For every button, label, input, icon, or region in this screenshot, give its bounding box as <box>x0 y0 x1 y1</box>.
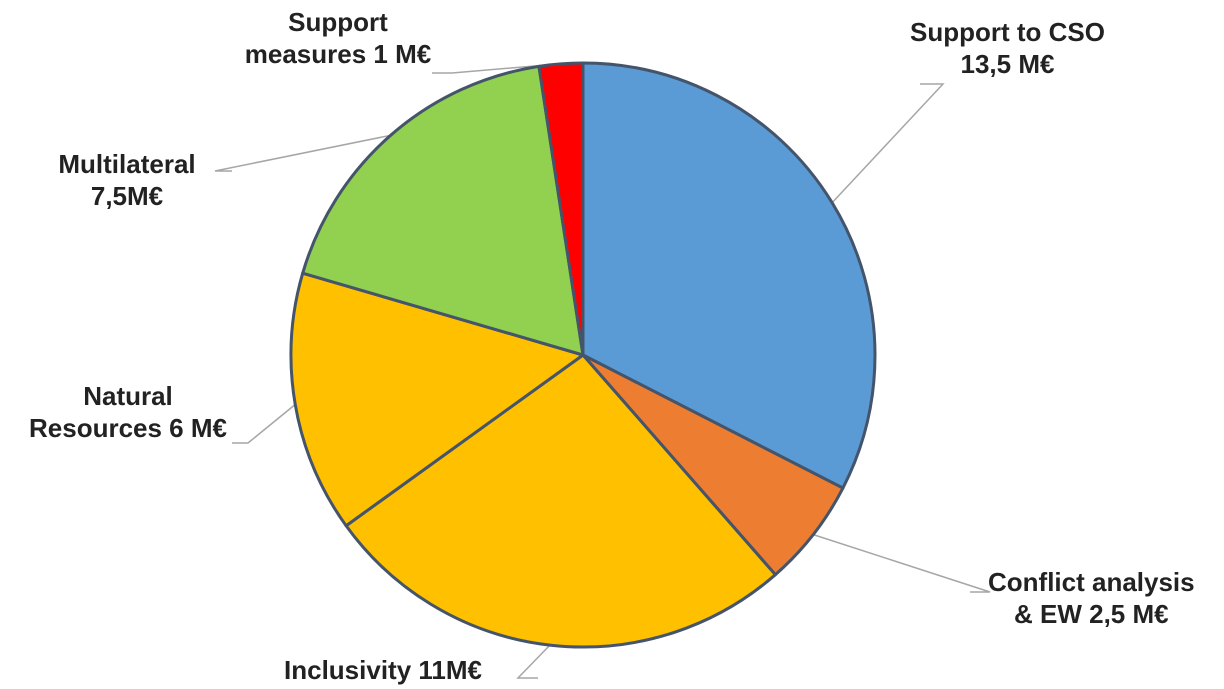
pie-slice-natural-resources <box>289 271 585 528</box>
leader-line-support-to-cso <box>831 83 945 204</box>
label-support-measures: Support measures 1 M€ <box>244 7 432 69</box>
label-support-to-cso: Support to CSO 13,5 M€ <box>910 17 1105 79</box>
pie-slice-support-measures <box>537 61 585 357</box>
pie-slice-inclusivity <box>344 353 777 649</box>
pie-slice-support-to-cso <box>581 61 877 490</box>
pie-slices <box>289 61 877 649</box>
leader-line-support-measures <box>432 63 561 74</box>
label-multilateral: Multilateral 7,5M€ <box>58 149 196 211</box>
leader-line-inclusivity <box>516 644 551 679</box>
label-natural-resources: Natural Resources 6 M€ <box>29 381 227 443</box>
pie-slice-multilateral <box>301 64 585 357</box>
leader-line-conflict-analysis <box>813 533 991 593</box>
leader-line-multilateral <box>214 134 391 172</box>
label-inclusivity: Inclusivity 11M€ <box>284 655 482 685</box>
label-conflict-analysis: Conflict analysis & EW 2,5 M€ <box>988 567 1195 629</box>
leader-line-natural-resources <box>232 403 296 444</box>
leader-lines <box>214 63 991 679</box>
